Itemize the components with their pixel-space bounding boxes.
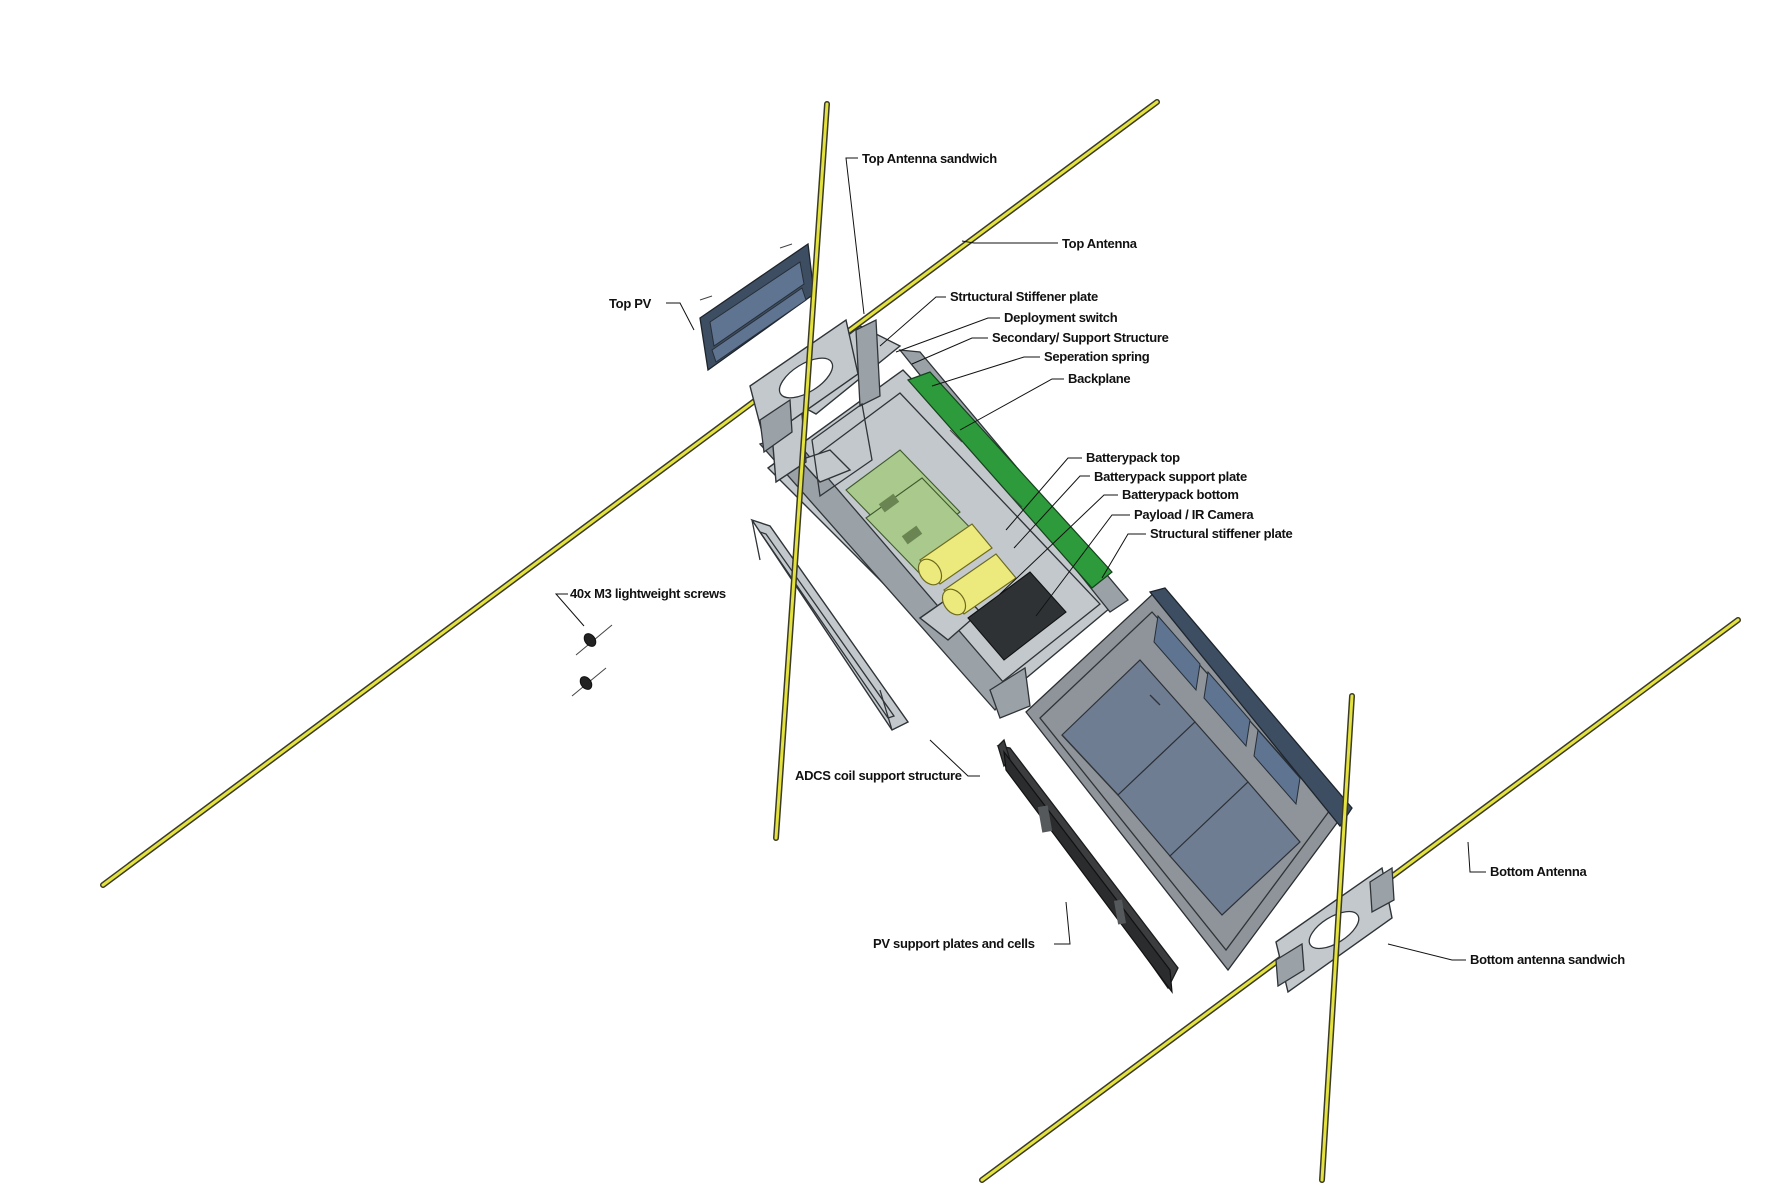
label-payload-ir-camera: Payload / IR Camera <box>1134 507 1254 522</box>
backplane-board <box>906 371 1113 589</box>
label-backplane: Backplane <box>1068 371 1130 386</box>
label-structural-stiffener-plate-bottom: Structural stiffener plate <box>1150 526 1293 541</box>
labels: Top Antenna sandwich Top Antenna Top PV … <box>570 151 1626 967</box>
lower-side-solar-panel <box>1148 587 1353 828</box>
label-m3-screws: 40x M3 lightweight screws <box>570 586 726 601</box>
label-top-pv: Top PV <box>609 296 652 311</box>
label-structural-stiffener-plate-top: Strtuctural Stiffener plate <box>950 289 1098 304</box>
m3-screws <box>571 624 613 697</box>
label-batterypack-support-plate: Batterypack support plate <box>1094 469 1247 484</box>
leader-lines <box>554 157 1486 961</box>
adcs-coil-support-frame <box>750 518 910 731</box>
top-pv-panel <box>699 242 815 372</box>
top-antenna-long <box>100 99 1160 888</box>
top-antenna-vertical <box>773 101 830 841</box>
label-pv-support-plates-and-cells: PV support plates and cells <box>873 936 1035 951</box>
label-bottom-antenna-sandwich: Bottom antenna sandwich <box>1470 952 1625 967</box>
label-separation-spring: Seperation spring <box>1044 349 1150 364</box>
label-batterypack-top: Batterypack top <box>1086 450 1180 465</box>
payload-ir-camera <box>967 571 1067 661</box>
lower-structure-body <box>1025 591 1349 972</box>
label-top-antenna-sandwich: Top Antenna sandwich <box>862 151 997 166</box>
label-deployment-switch: Deployment switch <box>1004 310 1118 325</box>
label-secondary-support-structure: Secondary/ Support Structure <box>992 330 1169 345</box>
label-top-antenna: Top Antenna <box>1062 236 1138 251</box>
label-bottom-antenna: Bottom Antenna <box>1490 864 1587 879</box>
bottom-antenna-vertical <box>1319 693 1355 1183</box>
bottom-antenna-sandwich-plate <box>1275 866 1395 994</box>
batterypack-cells <box>917 523 1017 616</box>
label-adcs-coil-support-structure: ADCS coil support structure <box>795 768 962 783</box>
label-batterypack-bottom: Batterypack bottom <box>1122 487 1239 502</box>
pv-support-plate-panel <box>996 738 1179 995</box>
